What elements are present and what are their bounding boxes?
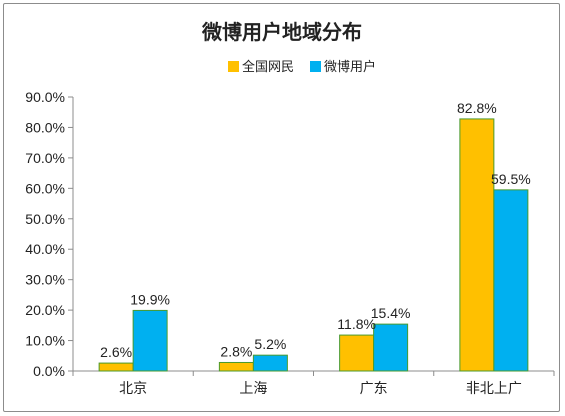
value-label-series-1: 82.8% [457,100,497,116]
value-label-series-1: 11.8% [337,316,376,332]
value-label-series-2: 15.4% [371,305,411,321]
x-category-label: 北京 [119,381,147,397]
y-tick-label: 10.0% [25,333,65,349]
y-ticks: 0.0% 10.0% 20.0% 30.0% 40.0% 50.0% 60.0% 70.0% 8… [25,89,73,379]
legend-label-series-2: 微博用户 [324,59,376,75]
bar-series-1 [218,361,254,372]
value-label-series-2: 59.5% [491,171,531,187]
bar-series-2 [493,189,529,372]
legend-swatch-series-1 [228,61,239,72]
value-label-series-1: 2.8% [220,343,252,359]
chart-title: 微博用户地域分布 [201,20,362,44]
x-category-label: 非北上广 [466,381,522,397]
x-category-label: 广东 [360,381,388,397]
bar-series-2 [132,309,168,372]
y-tick-label: 20.0% [25,302,65,318]
y-tick-label: 30.0% [25,272,65,288]
y-tick-label: 90.0% [25,89,65,105]
y-tick-label: 50.0% [25,211,65,227]
value-labels: 2.6% 2.8% 11.8% 82.8% 19.9% 5.2% 15.4% 59.5% [100,100,531,360]
y-tick-label: 80.0% [25,119,65,135]
x-category-label: 上海 [239,381,267,397]
y-tick-label: 40.0% [25,241,65,257]
value-label-series-2: 5.2% [254,336,286,352]
y-tick-label: 0.0% [33,363,65,379]
bar-series-1 [339,334,375,372]
y-tick-label: 60.0% [25,180,65,196]
x-ticks: 北京 上海 广东 非北上广 [72,371,555,397]
bar-series-2 [373,323,409,372]
legend-swatch-series-2 [310,61,321,72]
chart-frame: 微博用户地域分布 全国网民 微博用户 0.0% 10.0% 20.0% 30.0% 40… [3,3,560,412]
value-label-series-1: 2.6% [100,344,132,360]
value-label-series-2: 19.9% [130,291,170,307]
bar-chart: 微博用户地域分布 全国网民 微博用户 0.0% 10.0% 20.0% 30.0% 40… [25,20,555,397]
y-tick-label: 70.0% [25,150,65,166]
legend-label-series-1: 全国网民 [242,59,294,75]
bar-series-1 [98,362,134,372]
bar-series-2 [252,354,288,372]
legend: 全国网民 微博用户 [228,59,376,75]
bar-series-1 [459,118,495,372]
bars [98,118,529,372]
